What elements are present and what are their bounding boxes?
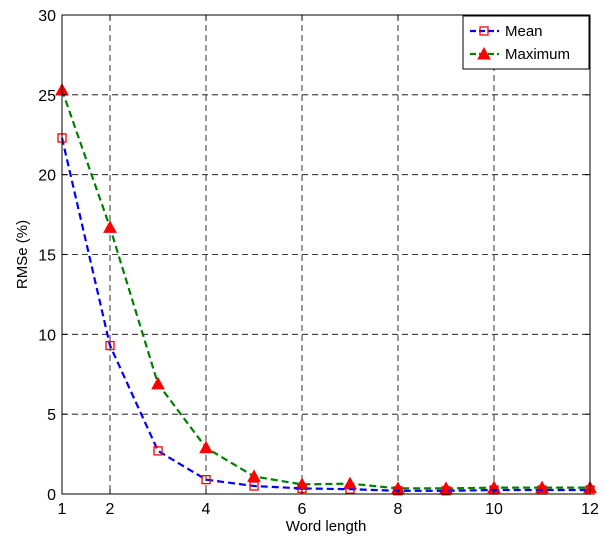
legend-label-maximum: Maximum: [505, 46, 570, 63]
x-tick-label: 6: [298, 501, 307, 518]
x-tick-label: 4: [202, 501, 211, 518]
data-point-mean: [153, 446, 163, 456]
data-point-maximum: [247, 469, 261, 482]
x-tick-label: 2: [106, 501, 115, 518]
data-point-maximum: [199, 440, 213, 454]
series-layer: [55, 82, 597, 496]
data-point-maximum: [103, 220, 117, 233]
legend-label-mean: Mean: [505, 23, 543, 40]
legend-marker-mean: [479, 26, 489, 36]
y-tick-label: 10: [38, 327, 56, 344]
x-tick-label: 1: [58, 501, 67, 518]
data-point-mean: [105, 340, 115, 351]
legend: Mean Maximum: [462, 15, 590, 70]
series-line-maximum: [60, 89, 590, 490]
y-axis-label: RMSe (%): [14, 220, 31, 289]
y-tick-label: 30: [38, 8, 56, 25]
y-tick-label: 15: [38, 248, 56, 265]
series-maximum: [55, 82, 597, 494]
legend-marker-maximum: [477, 46, 491, 60]
data-point-mean: [345, 484, 355, 494]
x-tick-label: 10: [485, 501, 503, 518]
x-axis-label: Word length: [286, 518, 367, 535]
series-mean: [57, 133, 595, 496]
legend-box: [462, 15, 590, 70]
data-point-mean: [249, 481, 259, 491]
y-tick-label: 5: [47, 407, 56, 424]
y-tick-label: 20: [38, 168, 56, 185]
data-point-maximum: [151, 376, 165, 390]
data-point-mean: [201, 474, 211, 485]
grid: [62, 15, 590, 494]
series-line-mean: [60, 137, 590, 492]
y-tick-label: 25: [38, 88, 56, 105]
data-point-mean: [441, 486, 451, 496]
y-tick-label: 0: [47, 487, 56, 504]
data-point-mean: [393, 486, 403, 496]
x-tick-label: 8: [394, 501, 403, 518]
x-tick-label: 12: [581, 501, 599, 518]
